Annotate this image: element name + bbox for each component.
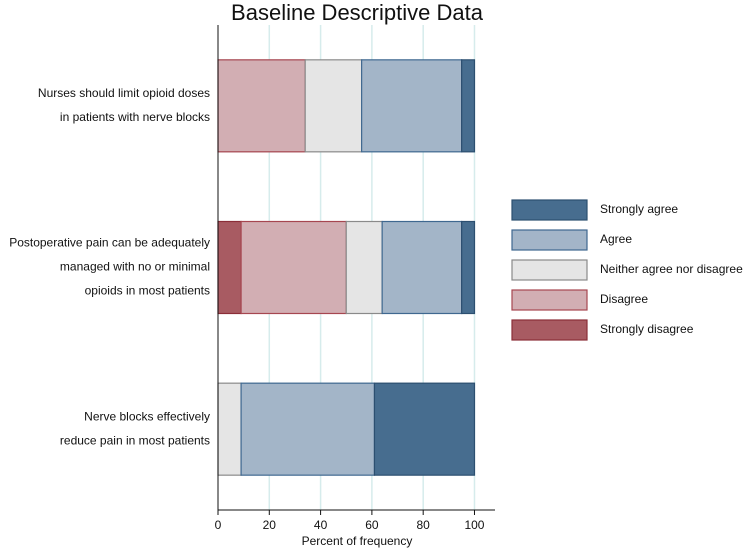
- x-tick-label: 80: [417, 518, 431, 532]
- y-tick-label: in patients with nerve blocks: [60, 110, 210, 124]
- bar-segment: [361, 59, 463, 153]
- bar-segment: [217, 382, 242, 476]
- bar-segment: [240, 220, 347, 315]
- y-tick-label: opioids in most patients: [85, 284, 210, 298]
- bar-segment: [461, 59, 476, 153]
- y-tick-label: Postoperative pain can be adequately: [9, 236, 210, 250]
- bar-segment: [217, 220, 242, 315]
- y-tick-label: Nurses should limit opioid doses: [38, 86, 210, 100]
- x-tick-label: 60: [365, 518, 379, 532]
- legend-label: Strongly agree: [600, 202, 678, 216]
- bar-segment: [381, 220, 463, 315]
- legend-swatch: [511, 319, 588, 341]
- legend-swatch: [511, 289, 588, 311]
- x-tick-label: 0: [215, 518, 222, 532]
- y-tick-label: Nerve blocks effectively: [84, 409, 210, 423]
- x-tick-label: 40: [314, 518, 328, 532]
- bar-segment: [304, 59, 363, 153]
- legend-swatch: [511, 229, 588, 251]
- legend-label: Agree: [600, 232, 632, 246]
- legend-label: Disagree: [600, 292, 648, 306]
- bar-segment: [373, 382, 476, 476]
- bar-segment: [345, 220, 383, 315]
- legend-label: Strongly disagree: [600, 322, 694, 336]
- x-tick-label: 100: [464, 518, 484, 532]
- bar-segment: [217, 59, 306, 153]
- chart-title: Baseline Descriptive Data: [231, 0, 484, 25]
- legend-swatch: [511, 199, 588, 221]
- legend-swatch: [511, 259, 588, 281]
- x-tick-label: 20: [263, 518, 277, 532]
- legend-label: Neither agree nor disagree: [600, 262, 743, 276]
- x-axis-label: Percent of frequency: [302, 534, 413, 548]
- y-tick-label: managed with no or minimal: [60, 260, 210, 274]
- y-tick-label: reduce pain in most patients: [60, 433, 210, 447]
- bar-segment: [461, 220, 476, 315]
- bar-segment: [240, 382, 376, 476]
